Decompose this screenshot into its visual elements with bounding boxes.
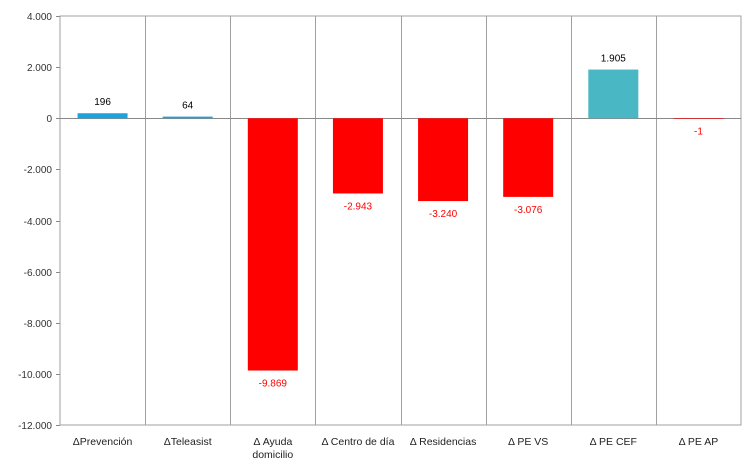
data-labels: 196 64 -9.869 -2.943 -3.240 -3.076 1.905 -1	[94, 54, 703, 390]
bar	[418, 118, 469, 202]
y-tick-label: -10.000	[18, 370, 52, 381]
data-label: 64	[182, 101, 194, 112]
x-tick-label: ΔTeleasist	[164, 436, 212, 448]
bar	[247, 118, 298, 371]
data-label: 1.905	[601, 54, 626, 65]
data-label: -9.869	[259, 379, 288, 390]
bar	[673, 118, 724, 119]
y-tick-label: 2.000	[27, 63, 52, 74]
x-tick-label: Δ PE VS	[508, 436, 548, 448]
y-tick-label: -12.000	[18, 421, 52, 432]
y-tick-label: 4.000	[27, 12, 52, 23]
data-label: -1	[694, 127, 703, 138]
x-tick-label: Δ PE CEF	[590, 436, 637, 448]
bar	[162, 116, 213, 119]
x-tick-label: domicilio	[252, 449, 293, 461]
grid-lines	[59, 15, 742, 426]
x-tick-label: Δ Centro de día	[321, 436, 394, 448]
bar	[588, 69, 639, 119]
bars	[77, 69, 724, 371]
x-tick-label: Δ Ayuda	[253, 436, 292, 448]
y-axis: 4.000 2.000 0 -2.000 -4.000 -6.000 -8.000 -10.0…	[18, 12, 741, 432]
x-tick-label: Δ Residencias	[410, 436, 477, 448]
data-label: -3.076	[514, 205, 543, 216]
data-label: -3.240	[429, 209, 458, 220]
y-tick-label: -2.000	[24, 165, 53, 176]
bar	[503, 118, 554, 197]
bar	[332, 118, 383, 194]
bar	[77, 113, 128, 119]
y-tick-label: -6.000	[24, 268, 53, 279]
x-tick-label: Δ PE AP	[679, 436, 719, 448]
plot-border	[59, 15, 742, 426]
y-tick-label: -4.000	[24, 217, 53, 228]
data-label: 196	[94, 97, 111, 108]
x-tick-label: ΔPrevención	[73, 436, 133, 448]
y-tick-label: 0	[46, 114, 52, 125]
data-label: -2.943	[344, 201, 373, 212]
y-tick-label: -8.000	[24, 319, 53, 330]
